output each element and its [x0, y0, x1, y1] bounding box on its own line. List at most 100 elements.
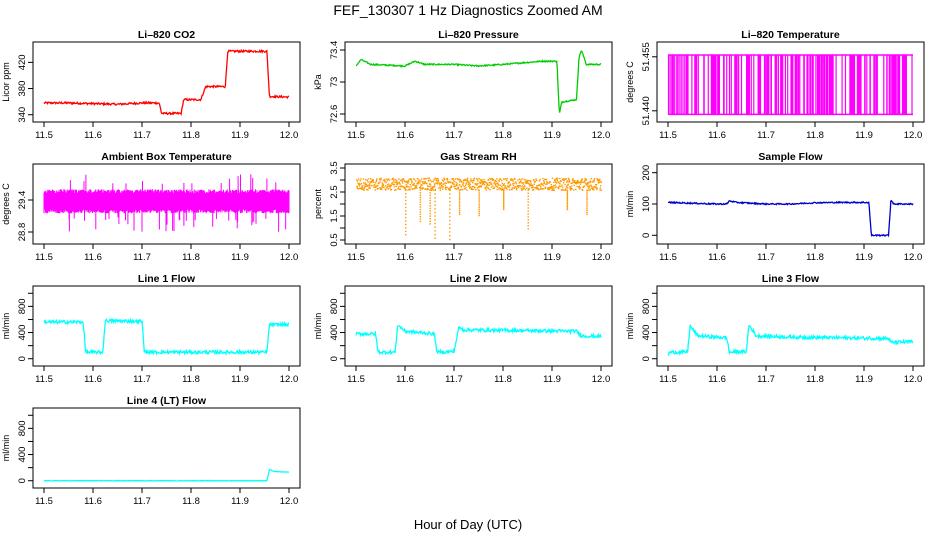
data-point: [581, 180, 583, 182]
data-point: [359, 183, 361, 186]
data-point: [592, 180, 594, 182]
data-point: [566, 204, 569, 206]
y-axis-label: Licor ppm: [1, 62, 11, 102]
panel-title: Gas Stream RH: [440, 151, 516, 163]
data-point: [448, 187, 450, 189]
data-point: [463, 185, 465, 188]
data-point: [390, 189, 392, 191]
data-point: [429, 197, 431, 199]
data-point: [416, 182, 418, 185]
data-point: [369, 183, 371, 185]
data-point: [402, 185, 404, 188]
data-point: [387, 188, 389, 190]
data-point: [581, 189, 584, 191]
data-point: [566, 197, 569, 199]
data-point: [542, 188, 544, 190]
data-point: [527, 188, 530, 190]
x-tick-label: 12.0: [592, 252, 611, 263]
data-point: [582, 181, 584, 184]
data-point: [414, 184, 416, 187]
data-point: [475, 189, 477, 191]
x-tick-label: 11.8: [806, 130, 824, 141]
data-point: [532, 185, 534, 187]
data-point: [449, 219, 451, 222]
data-point: [503, 183, 505, 185]
x-tick-label: 12.0: [904, 130, 923, 141]
data-point: [478, 210, 480, 213]
data-point: [367, 189, 369, 191]
data-point: [546, 182, 549, 184]
data-point: [488, 179, 490, 181]
data-point: [415, 180, 417, 182]
data-point: [356, 185, 358, 187]
data-point: [476, 184, 478, 186]
data-point: [423, 182, 425, 185]
data-point: [590, 177, 593, 180]
x-tick-label: 12.0: [280, 374, 299, 385]
data-point: [584, 180, 586, 182]
data-point: [551, 177, 554, 179]
data-point: [477, 189, 480, 191]
data-point: [464, 188, 466, 190]
data-point: [372, 181, 375, 184]
data-point: [579, 188, 581, 190]
data-point: [373, 186, 375, 188]
data-point: [478, 199, 480, 201]
data-point: [544, 178, 546, 181]
panel-frame: [32, 285, 301, 367]
panel-7: Line 1 Flow ml/min 11.5 11.6 11.7 11.8 11.9 12.…: [1, 273, 301, 385]
data-point: [530, 183, 532, 185]
data-point: [503, 205, 505, 208]
data-point: [429, 205, 431, 207]
data-point: [562, 186, 564, 188]
data-point: [434, 188, 437, 191]
data-point: [577, 186, 580, 188]
panel-frame: [32, 41, 301, 123]
data-point: [427, 185, 429, 187]
data-point: [366, 185, 368, 187]
data-point: [452, 179, 455, 182]
data-point: [379, 178, 381, 181]
data-point: [461, 181, 463, 183]
data-point: [512, 180, 514, 182]
data-point: [589, 189, 591, 191]
data-point: [499, 184, 501, 186]
data-point: [405, 193, 407, 195]
data-point: [393, 186, 396, 188]
data-point: [513, 182, 515, 185]
data-point: [449, 231, 451, 233]
data-point: [489, 178, 492, 180]
panel-frame: [32, 163, 301, 245]
data-point: [564, 183, 566, 186]
data-point: [405, 210, 407, 212]
y-tick-label: 400: [641, 325, 652, 341]
data-point: [566, 192, 569, 194]
data-point: [535, 178, 537, 180]
data-point: [599, 178, 601, 181]
data-point: [486, 184, 489, 186]
data-point: [433, 183, 435, 185]
x-tick-label: 11.7: [445, 130, 463, 141]
data-point: [566, 208, 569, 211]
data-point: [564, 189, 566, 191]
data-point: [372, 179, 374, 181]
data-point: [419, 211, 422, 213]
data-point: [458, 195, 461, 197]
y-tick-label: 2.5: [329, 185, 340, 198]
data-point: [587, 185, 589, 188]
data-point: [503, 194, 505, 196]
data-point: [376, 178, 378, 180]
x-tick-label: 11.6: [708, 374, 726, 385]
data-point: [540, 187, 542, 189]
data-point: [477, 182, 479, 185]
data-point: [434, 226, 436, 228]
data-point: [441, 179, 444, 181]
data-point: [538, 180, 541, 182]
data-point: [555, 178, 557, 180]
data-point: [415, 186, 417, 188]
data-point: [383, 186, 385, 189]
data-point: [458, 193, 461, 195]
data-point: [396, 183, 398, 186]
data-point: [485, 185, 488, 188]
data-point: [502, 188, 504, 191]
